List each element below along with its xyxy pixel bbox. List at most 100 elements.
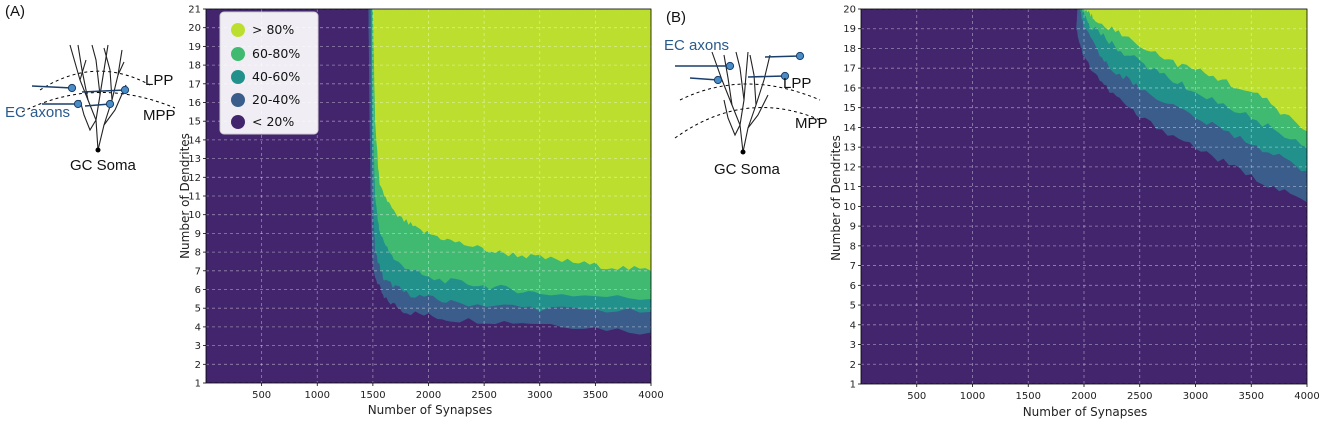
- y-tick-label-b: 20: [843, 5, 856, 16]
- mpp-boundary-line-b: [674, 107, 821, 139]
- y-tick-label-b: 9: [850, 222, 856, 233]
- chart-b: [860, 8, 1308, 385]
- neuron-inset-a: LPP MPP EC axons GC Soma: [5, 44, 176, 174]
- y-tick-label-b: 11: [843, 182, 856, 193]
- legend-swatch-60-80: [231, 47, 245, 61]
- legend-box: [219, 11, 319, 135]
- dendrite-tree-a: [69, 44, 127, 151]
- region-gt80-a: [372, 9, 651, 271]
- x-tick-label-a: 1500: [360, 390, 385, 401]
- y-axis-label-b: Number of Dendrites: [829, 135, 843, 261]
- y-tick-label-a: 17: [188, 79, 201, 90]
- y-tick-label-a: 4: [195, 322, 201, 333]
- dendrite-tree-b: [711, 51, 771, 153]
- x-tick-label-b: 2000: [1071, 391, 1096, 402]
- panel-label-b: (B): [666, 9, 686, 26]
- soma-dot-a: [95, 147, 101, 153]
- y-tick-label-a: 13: [188, 154, 201, 165]
- gc-soma-label-b: GC Soma: [714, 161, 781, 178]
- soma-dot-b: [740, 149, 746, 155]
- y-tick-label-b: 17: [843, 64, 856, 75]
- y-tick-label-a: 8: [195, 248, 201, 259]
- legend: > 80% 60-80% 40-60% 20-40% < 20%: [219, 11, 319, 135]
- y-tick-label-b: 13: [843, 143, 856, 154]
- y-tick-label-a: 14: [188, 135, 201, 146]
- y-tick-label-a: 3: [195, 341, 201, 352]
- legend-swatch-20-40: [231, 93, 245, 107]
- y-tick-label-b: 2: [850, 360, 856, 371]
- y-tick-label-b: 12: [843, 162, 856, 173]
- lpp-label-b: LPP: [783, 75, 811, 92]
- mpp-label-a: MPP: [143, 107, 176, 124]
- y-tick-label-b: 15: [843, 103, 856, 114]
- y-tick-label-a: 2: [195, 360, 201, 371]
- y-tick-label-b: 6: [850, 281, 856, 292]
- x-tick-label-a: 4000: [638, 390, 663, 401]
- legend-label-gt80: > 80%: [252, 22, 294, 37]
- y-tick-label-a: 12: [188, 173, 201, 184]
- y-tick-label-b: 1: [850, 380, 856, 391]
- legend-label-60-80: 60-80%: [252, 46, 300, 61]
- y-tick-label-a: 9: [195, 229, 201, 240]
- y-tick-label-b: 18: [843, 44, 856, 55]
- ec-axons-a: [31, 83, 130, 109]
- x-axis-label-b: Number of Synapses: [1023, 405, 1148, 419]
- x-tick-label-b: 1500: [1016, 391, 1041, 402]
- y-tick-label-a: 6: [195, 285, 201, 296]
- y-tick-label-a: 15: [188, 117, 201, 128]
- legend-label-40-60: 40-60%: [252, 69, 300, 84]
- y-tick-label-b: 4: [850, 320, 856, 331]
- y-tick-label-b: 7: [850, 261, 856, 272]
- y-tick-label-a: 18: [188, 61, 201, 72]
- x-tick-label-a: 500: [252, 390, 271, 401]
- ec-axons-label-b: EC axons: [664, 37, 729, 54]
- x-tick-label-b: 3000: [1183, 391, 1208, 402]
- y-tick-label-a: 5: [195, 304, 201, 315]
- mpp-boundary-line: [21, 91, 176, 113]
- y-tick-label-b: 16: [843, 83, 856, 94]
- y-tick-label-a: 11: [188, 192, 201, 203]
- x-tick-label-b: 500: [907, 391, 926, 402]
- lpp-boundary-line-b: [679, 83, 821, 101]
- panel-label-a: (A): [5, 3, 25, 20]
- ticks-b: 500 1000 1500 2000 2500 3000 3500 4000123456789…: [843, 5, 1319, 403]
- x-tick-label-b: 1000: [960, 391, 985, 402]
- y-tick-label-a: 16: [188, 98, 201, 109]
- region-gt80-b: [1084, 9, 1307, 132]
- legend-label-20-40: 20-40%: [252, 92, 300, 107]
- mpp-label-b: MPP: [795, 115, 828, 132]
- y-tick-label-b: 14: [843, 123, 856, 134]
- y-tick-label-a: 19: [188, 42, 201, 53]
- y-tick-label-b: 5: [850, 301, 856, 312]
- legend-swatch-40-60: [231, 70, 245, 84]
- y-tick-label-a: 1: [195, 379, 201, 390]
- y-tick-label-a: 10: [188, 210, 201, 221]
- y-tick-label-a: 7: [195, 266, 201, 277]
- x-axis-label-a: Number of Synapses: [368, 403, 493, 417]
- ec-axons-label-a: EC axons: [5, 104, 70, 121]
- y-tick-label-b: 3: [850, 340, 856, 351]
- y-tick-label-b: 10: [843, 202, 856, 213]
- legend-swatch-lt20: [231, 115, 245, 129]
- y-tick-label-a: 20: [188, 23, 201, 34]
- y-tick-label-b: 19: [843, 24, 856, 35]
- lpp-label-a: LPP: [145, 72, 173, 89]
- x-tick-label-a: 2000: [416, 390, 441, 401]
- y-tick-label-b: 8: [850, 241, 856, 252]
- ticks-a: 500 1000 1500 2000 2500 3000 3500 4000123456789…: [188, 5, 663, 402]
- x-tick-label-a: 3500: [583, 390, 608, 401]
- gc-soma-label-a: GC Soma: [70, 157, 137, 174]
- lpp-boundary-line: [39, 70, 151, 91]
- legend-label-lt20: < 20%: [252, 114, 294, 129]
- x-tick-label-b: 4000: [1294, 391, 1319, 402]
- x-tick-label-a: 1000: [305, 390, 330, 401]
- legend-swatch-gt80: [231, 23, 245, 37]
- x-tick-label-a: 2500: [471, 390, 496, 401]
- y-tick-label-a: 21: [188, 5, 201, 16]
- x-tick-label-b: 2500: [1127, 391, 1152, 402]
- y-axis-label-a: Number of Dendrites: [178, 133, 192, 259]
- x-tick-label-a: 3000: [527, 390, 552, 401]
- ec-axons-b: [675, 51, 805, 85]
- neuron-inset-b: EC axons LPP MPP GC Soma: [664, 37, 828, 178]
